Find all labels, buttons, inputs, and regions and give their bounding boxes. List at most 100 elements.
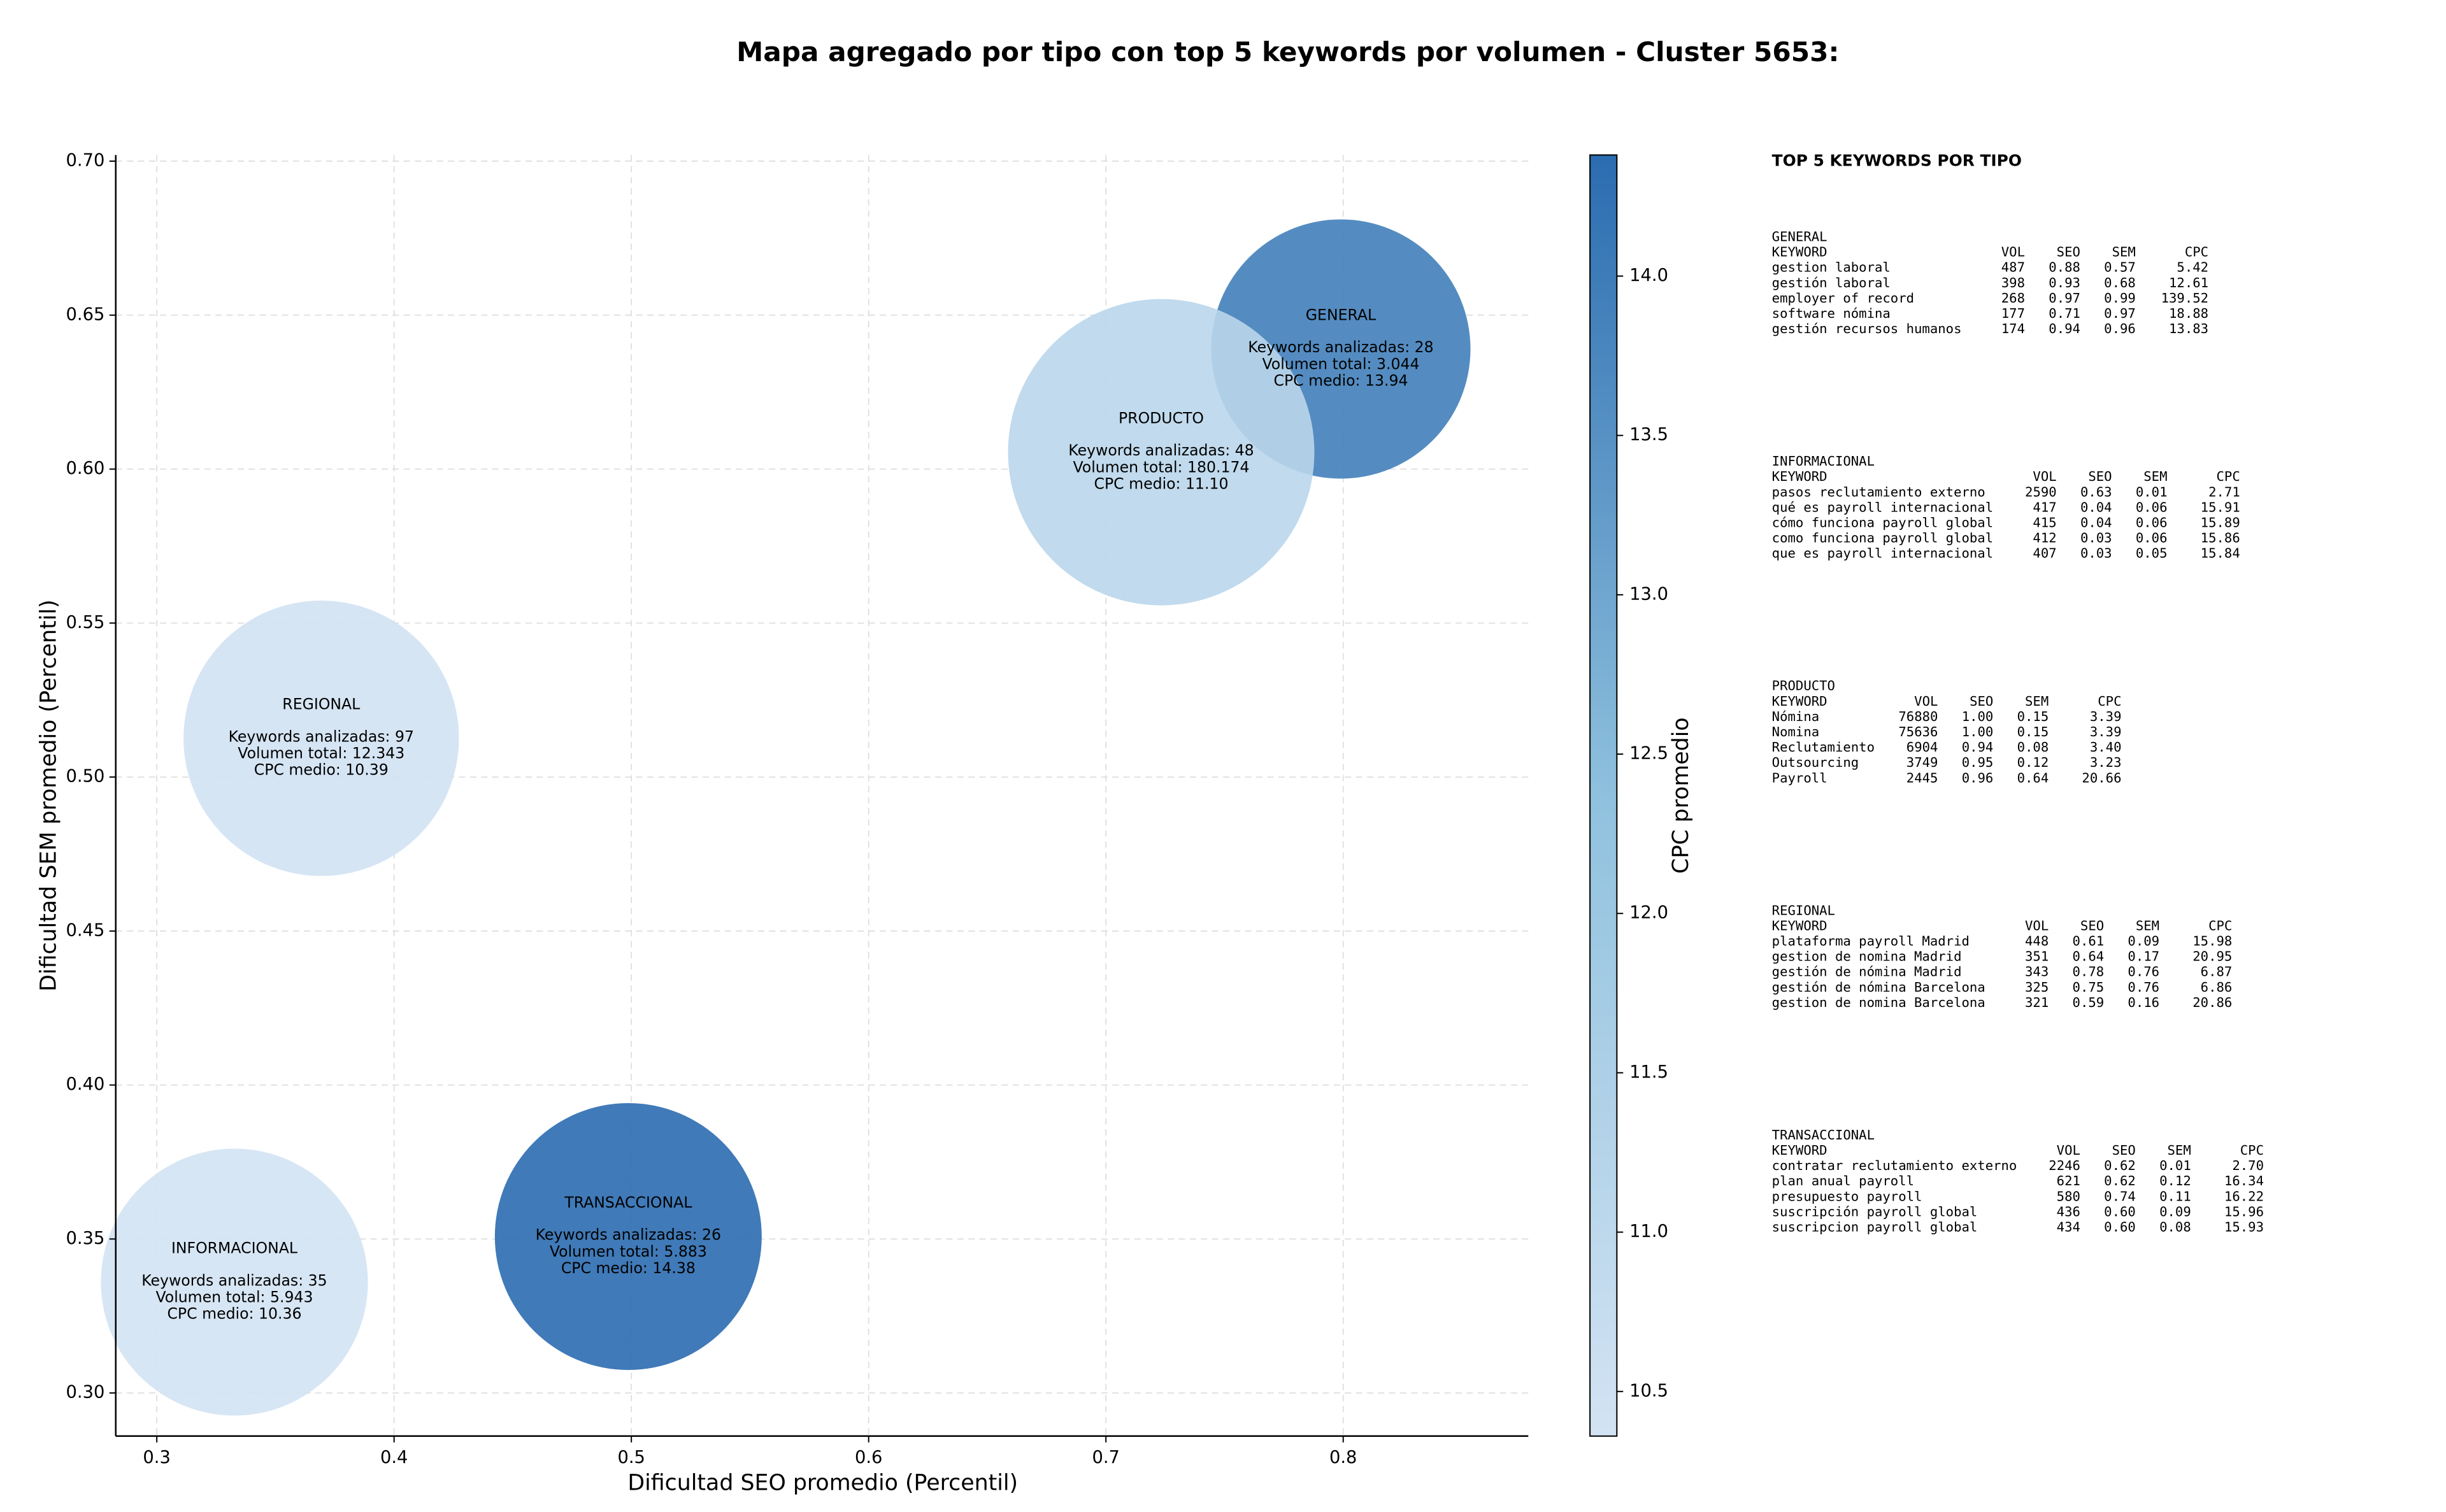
- cell-value: 0.04: [2080, 515, 2112, 530]
- cell-value: 177: [2001, 306, 2025, 321]
- cell-keyword: Payroll: [1772, 770, 1827, 785]
- cell-value: 18.88: [2169, 306, 2208, 321]
- y-tick-label: 0.60: [66, 459, 105, 478]
- cell-keyword: suscripcion payroll global: [1772, 1220, 1978, 1235]
- cell-value: 15.89: [2201, 515, 2240, 530]
- column-header: VOL: [2001, 245, 2025, 260]
- bubble-detail: Volumen total: 5.943: [155, 1288, 313, 1306]
- x-axis-label: Dificultad SEO promedio (Percentil): [627, 1470, 1018, 1495]
- bubble: [183, 600, 459, 876]
- bubble: [101, 1148, 368, 1416]
- cell-value: 15.86: [2201, 531, 2240, 546]
- cell-value: 0.03: [2080, 531, 2112, 546]
- bubble-name: PRODUCTO: [1119, 409, 1204, 427]
- cell-value: 621: [2057, 1173, 2080, 1188]
- cell-value: 0.93: [2049, 275, 2080, 290]
- cell-value: 412: [2033, 531, 2056, 546]
- bubble-detail: CPC medio: 11.10: [1094, 474, 1228, 492]
- cell-keyword: Reclutamiento: [1772, 739, 1875, 755]
- cell-keyword: cómo funciona payroll global: [1772, 515, 1993, 530]
- cell-keyword: contratar reclutamiento externo: [1772, 1158, 2017, 1173]
- bubble-detail: Volumen total: 5.883: [550, 1243, 707, 1260]
- cell-value: 325: [2025, 980, 2049, 995]
- colorbar-label: CPC promedio: [1668, 717, 1694, 874]
- cell-value: 351: [2025, 949, 2049, 964]
- cell-value: 16.34: [2224, 1173, 2264, 1188]
- cell-value: 0.01: [2136, 484, 2168, 499]
- x-tick-label: 0.8: [1329, 1448, 1357, 1467]
- column-header: KEYWORD: [1772, 1143, 1827, 1158]
- cell-value: 0.88: [2049, 260, 2080, 275]
- cell-value: 407: [2033, 546, 2056, 561]
- column-header: VOL: [2025, 918, 2049, 933]
- colorbar-tick-label: 11.5: [1629, 1062, 1668, 1082]
- cell-keyword: Outsourcing: [1772, 755, 1859, 770]
- column-header: VOL: [2057, 1143, 2080, 1158]
- cell-value: 0.61: [2073, 934, 2105, 949]
- cell-value: 0.60: [2104, 1220, 2136, 1235]
- cell-value: 2.71: [2208, 484, 2240, 499]
- column-header: SEM: [2112, 245, 2136, 260]
- y-tick-label: 0.35: [66, 1229, 105, 1248]
- column-header: KEYWORD: [1772, 918, 1827, 933]
- cell-value: 487: [2001, 260, 2025, 275]
- chart-title: Mapa agregado por tipo con top 5 keyword…: [736, 36, 1839, 68]
- cell-keyword: gestión laboral: [1772, 275, 1891, 290]
- cell-value: 15.98: [2192, 934, 2232, 949]
- cell-value: 268: [2001, 290, 2025, 306]
- column-header: CPC: [2098, 694, 2121, 709]
- cell-keyword: employer of record: [1772, 290, 1914, 306]
- cell-value: 0.17: [2128, 949, 2159, 964]
- panel-title: TOP 5 KEYWORDS POR TIPO: [1772, 151, 2022, 169]
- cell-value: 0.03: [2080, 546, 2112, 561]
- column-header: CPC: [2185, 245, 2208, 260]
- bubble-detail: Keywords analizadas: 97: [229, 727, 414, 745]
- bubble-name: GENERAL: [1306, 306, 1377, 324]
- y-tick-label: 0.55: [66, 613, 105, 632]
- cell-value: 0.71: [2049, 306, 2080, 321]
- cell-value: 0.68: [2104, 275, 2136, 290]
- cell-keyword: presupuesto payroll: [1772, 1188, 1922, 1204]
- column-header: VOL: [2033, 469, 2056, 484]
- cell-keyword: software nómina: [1772, 306, 1891, 321]
- cell-value: 0.62: [2104, 1173, 2136, 1188]
- colorbar-tick-label: 12.5: [1629, 744, 1668, 764]
- bubble-detail: Keywords analizadas: 35: [141, 1271, 327, 1289]
- y-tick-label: 0.70: [66, 151, 105, 171]
- cell-value: 0.59: [2073, 995, 2105, 1010]
- cell-value: 0.09: [2128, 934, 2159, 949]
- cell-value: 0.15: [2017, 709, 2049, 724]
- cell-value: 5.42: [2177, 260, 2208, 275]
- colorbar-tick-label: 13.5: [1629, 425, 1668, 445]
- cell-value: 0.06: [2136, 531, 2168, 546]
- bubble: [1008, 299, 1315, 606]
- cell-keyword: gestion laboral: [1772, 260, 1891, 275]
- column-header: SEO: [2112, 1143, 2136, 1158]
- x-tick-label: 0.4: [380, 1448, 408, 1467]
- x-tick-label: 0.6: [855, 1448, 882, 1467]
- cell-value: 0.94: [1962, 739, 1994, 755]
- column-header: SEO: [2057, 245, 2080, 260]
- bubble-name: INFORMACIONAL: [171, 1239, 298, 1257]
- column-header: SEM: [2136, 918, 2159, 933]
- axes: 0.3 0.4 0.5 0.6 0.7 0.8 0.30 0.35 0.40 0.45 0.50 0.…: [66, 151, 1529, 1467]
- bubble-detail: Volumen total: 3.044: [1262, 355, 1419, 373]
- cell-value: 75636: [1898, 724, 1938, 739]
- cell-keyword: pasos reclutamiento externo: [1772, 484, 1985, 499]
- group-name: REGIONAL: [1772, 902, 1835, 918]
- bubble-detail: Volumen total: 12.343: [238, 744, 404, 762]
- cell-value: 0.94: [2049, 321, 2080, 336]
- y-tick-label: 0.45: [66, 920, 105, 940]
- x-tick-label: 0.3: [143, 1448, 170, 1467]
- cell-value: 3.40: [2090, 739, 2122, 755]
- bubbles: [101, 219, 1471, 1416]
- column-header: SEM: [2143, 469, 2167, 484]
- cell-keyword: qué es payroll internacional: [1772, 499, 1993, 515]
- colorbar: [1589, 154, 1618, 1437]
- group-name: GENERAL: [1772, 229, 1827, 244]
- cell-value: 174: [2001, 321, 2025, 336]
- column-header: KEYWORD: [1772, 694, 1827, 709]
- cell-value: 139.52: [2161, 290, 2208, 306]
